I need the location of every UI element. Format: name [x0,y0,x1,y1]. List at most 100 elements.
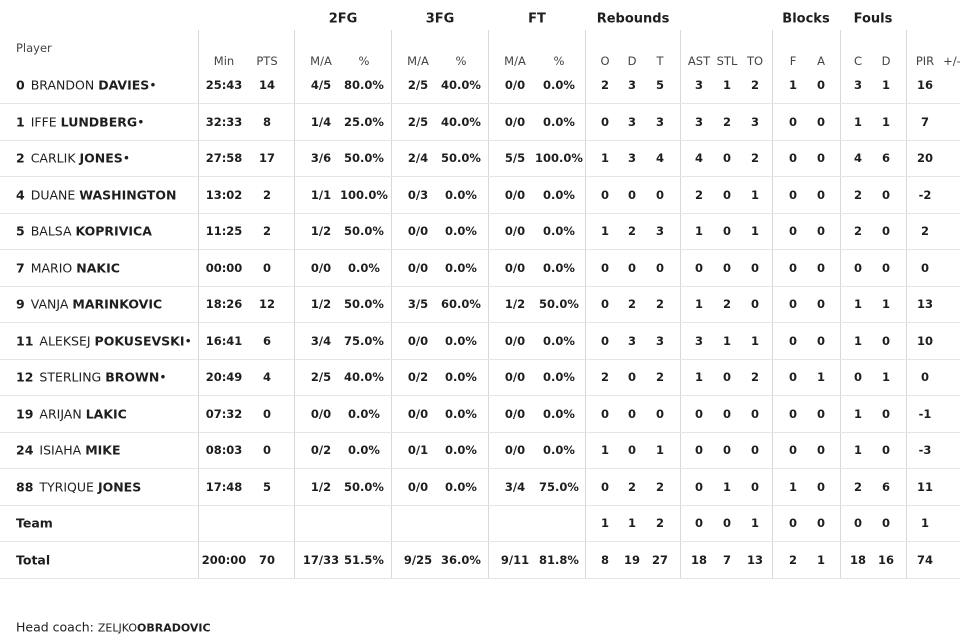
stat-cell: 0/0 [504,224,526,238]
stat-cell: 0 [853,370,863,384]
stat-cell: 2 [627,479,637,494]
stat-cell: 1/1 [310,187,332,202]
stat-cell: 2 [655,479,665,494]
column-header: Min [213,54,235,68]
stat-cell: 200:00 [201,552,247,567]
stat-cell: 0 [816,187,826,202]
stat-cell: 1/4 [310,114,332,129]
stat-cell: 0 [816,333,826,348]
stat-cell: 0 [816,224,826,238]
player-first-name: BRANDON [30,77,95,93]
stat-cell: 5 [262,479,272,494]
stat-cell: 0.0% [445,370,477,384]
player-last-name: JONES [79,150,123,166]
stat-cell: 32:33 [205,114,243,129]
column-header: % [553,54,565,68]
stat-cell: 0/0 [407,333,429,348]
column-header: +/- [943,54,960,68]
stat-cell: 3 [694,78,704,92]
stat-cell: 1 [722,78,732,92]
stat-cell: 1 [722,333,732,348]
row-separator [0,395,960,396]
player-number: 4 [16,187,25,202]
player-cell: 4 DUANE WASHINGTON [16,187,176,202]
stat-cell: 1 [881,114,891,129]
stat-cell: 0 [750,297,760,311]
stat-cell: 0/0 [504,406,526,421]
column-header: D [881,54,891,68]
column-header: PTS [256,54,278,68]
stat-cell: 2 [788,552,798,567]
stat-cell: 3 [627,151,637,165]
column-header: T [656,54,664,68]
stat-cell: 25:43 [205,78,243,92]
group-header: 2FG [328,11,358,27]
stat-cell: 17/33 [302,552,340,567]
stat-cell: 0.0% [543,260,575,275]
group-header: FT [528,11,546,27]
player-number: 88 [16,479,34,494]
column-divider [294,30,295,578]
stat-cell: 0 [881,187,891,202]
stat-cell: 0 [788,370,798,384]
stat-cell: 0 [816,516,826,530]
stat-cell: 0.0% [543,370,575,384]
stat-cell: 13:02 [205,187,243,202]
stat-cell: 4 [262,370,272,384]
stat-cell: 1 [853,114,863,129]
stat-cell: 3 [694,114,704,129]
stat-cell: 0 [627,370,637,384]
stat-cell: 0/0 [504,333,526,348]
stat-cell: 0 [655,406,665,421]
player-first-name: IFFE [30,114,57,129]
row-separator [0,139,960,141]
stat-cell: 3/6 [310,151,332,165]
player-last-name: WASHINGTON [79,187,177,202]
stat-cell: 27:58 [205,151,243,165]
stat-cell: 2/5 [310,370,332,384]
stat-cell: 18:26 [205,297,243,311]
stat-cell: 0 [788,443,798,457]
stat-cell: 0 [816,260,826,275]
starter-mark: • [122,150,131,166]
column-header: PIR [915,54,935,68]
stat-cell: 0.0% [348,260,380,275]
row-separator [0,103,960,104]
stat-cell: 0/0 [504,187,526,202]
stat-cell: 0 [816,151,826,165]
stat-cell: 0 [655,187,665,202]
stat-cell: 0 [881,516,891,530]
stat-cell: 2 [853,479,863,494]
stat-cell: 1 [600,443,610,457]
player-number: 12 [16,369,34,385]
stat-cell: 0 [853,260,863,275]
stat-cell: 0 [816,78,826,92]
stat-cell: 3 [655,114,665,129]
stat-cell: 0/0 [504,370,526,384]
player-number: 11 [16,333,34,348]
stat-cell: 2 [750,151,760,165]
stat-cell: 3 [627,114,637,129]
stat-cell: 3 [627,333,637,348]
stat-cell: 0 [600,114,610,129]
stat-cell: 2 [853,224,863,238]
stat-cell: 1/2 [310,479,332,494]
column-header: D [627,54,637,68]
stat-cell: 2 [600,370,610,384]
stat-cell: 1 [816,552,826,567]
coach-last: OBRADOVIC [136,621,211,635]
player-header: Player [16,41,52,55]
row-separator [0,212,960,214]
stat-cell: 1/2 [310,224,332,238]
column-header: A [817,54,825,68]
stat-cell: 2 [750,370,760,384]
group-header: Fouls [853,11,893,27]
column-header: AST [687,54,711,68]
stat-cell: 2 [262,224,272,238]
stat-cell: 0 [600,260,610,275]
row-separator [0,285,960,287]
stat-cell: 50.0% [344,479,384,494]
stat-cell: 2/5 [407,114,429,129]
stat-cell: 11:25 [205,224,243,238]
